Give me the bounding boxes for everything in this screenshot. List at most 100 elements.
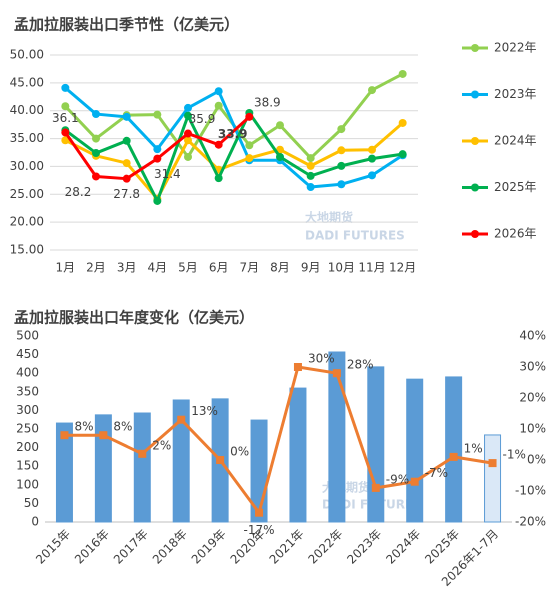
x-tick-label: 11月 <box>358 261 385 275</box>
y2-tick-label: 30% <box>519 360 546 374</box>
y-tick-label: 200 <box>16 440 39 454</box>
point <box>371 483 380 492</box>
x-tick-label: 2022年 <box>305 527 345 567</box>
y-tick-label: 30.00 <box>10 159 44 173</box>
point <box>398 118 407 127</box>
data-label: 8% <box>74 420 93 434</box>
y-tick-label: 350 <box>16 384 39 398</box>
x-tick-label: 4月 <box>148 261 168 275</box>
y-tick-label: 400 <box>16 366 39 380</box>
point <box>214 140 223 149</box>
data-label: 28.2 <box>65 185 92 199</box>
x-tick-label: 2月 <box>86 261 106 275</box>
x-tick-label: 2015年 <box>33 527 73 567</box>
y-tick-label: 35.00 <box>10 131 44 145</box>
x-tick-label: 2016年 <box>72 527 112 567</box>
legend-marker <box>471 90 479 99</box>
point <box>368 86 376 95</box>
data-label: 13% <box>191 404 218 418</box>
y-tick-label: 20.00 <box>10 215 44 229</box>
bar <box>55 422 73 523</box>
x-tick-label: 9月 <box>301 261 321 275</box>
point <box>61 83 70 92</box>
y-tick-label: 250 <box>16 422 39 436</box>
legend-label: 2026年 <box>494 227 537 241</box>
point <box>337 161 346 170</box>
y-tick-label: 100 <box>16 477 39 491</box>
point <box>368 171 376 180</box>
y2-tick-label: 0% <box>527 453 546 467</box>
bar <box>172 399 190 523</box>
point <box>138 449 147 458</box>
point <box>92 134 100 143</box>
point <box>184 103 192 112</box>
x-tick-label: 7月 <box>240 261 260 275</box>
point <box>122 136 131 145</box>
legend-marker <box>471 44 479 52</box>
point <box>214 174 223 183</box>
point <box>153 110 162 119</box>
point <box>276 121 284 130</box>
data-label: -9% <box>386 472 409 486</box>
data-label: 38.9 <box>254 95 281 109</box>
point <box>398 69 407 78</box>
chart-title: 孟加拉服装出口年度变化（亿美元） <box>14 309 254 327</box>
chart-title: 孟加拉服装出口季节性（亿美元） <box>14 16 239 34</box>
y-tick-label: 15.00 <box>10 243 44 257</box>
data-label: 0% <box>230 445 249 459</box>
data-label: 8% <box>113 420 132 434</box>
point <box>245 154 254 163</box>
y2-tick-label: 10% <box>519 422 546 436</box>
y2-tick-label: 40% <box>519 329 546 343</box>
y-tick-label: 50.00 <box>10 48 44 62</box>
point <box>184 129 192 138</box>
data-label: -1% <box>503 448 526 462</box>
x-tick-label: 12月 <box>389 261 416 275</box>
point <box>122 112 131 121</box>
x-tick-label: 8月 <box>270 261 290 275</box>
y-tick-label: 0 <box>31 515 39 529</box>
point <box>306 161 315 170</box>
watermark: DADI FUTURES <box>305 229 405 243</box>
point <box>332 369 341 378</box>
data-label: 31.4 <box>154 167 181 181</box>
legend-label: 2025年 <box>494 180 537 194</box>
point <box>61 136 70 145</box>
legend-label: 2022年 <box>494 41 537 55</box>
series-line <box>64 365 493 515</box>
point <box>245 141 254 150</box>
point <box>337 125 346 134</box>
point <box>61 102 70 111</box>
y-tick-label: 45.00 <box>10 75 44 89</box>
x-tick-label: 6月 <box>209 261 229 275</box>
x-tick-label: 2019年 <box>189 527 229 567</box>
point <box>61 128 70 137</box>
bar <box>484 434 502 523</box>
y-tick-label: 300 <box>16 403 39 417</box>
point <box>255 508 264 517</box>
point <box>216 456 225 464</box>
point <box>92 172 100 181</box>
data-label: 33.9 <box>218 127 248 141</box>
legend-marker <box>471 137 479 145</box>
point <box>153 145 162 154</box>
legend-label: 2023年 <box>494 87 537 101</box>
x-tick-label: 10月 <box>328 261 355 275</box>
y-tick-label: 40.00 <box>10 103 44 117</box>
x-tick-label: 2017年 <box>111 527 151 567</box>
y-tick-label: 450 <box>16 347 39 361</box>
point <box>410 477 419 486</box>
data-label: 28% <box>347 358 374 372</box>
data-label: 27.8 <box>113 187 140 201</box>
point <box>122 174 131 183</box>
point <box>92 110 100 119</box>
data-label: 1% <box>464 441 483 455</box>
x-tick-label: 1月 <box>56 261 76 275</box>
point <box>337 146 346 155</box>
bar <box>94 414 112 523</box>
data-label: 36.1 <box>52 111 79 125</box>
point <box>153 196 162 205</box>
point <box>184 136 192 145</box>
series-line <box>64 121 404 201</box>
point <box>245 112 254 121</box>
